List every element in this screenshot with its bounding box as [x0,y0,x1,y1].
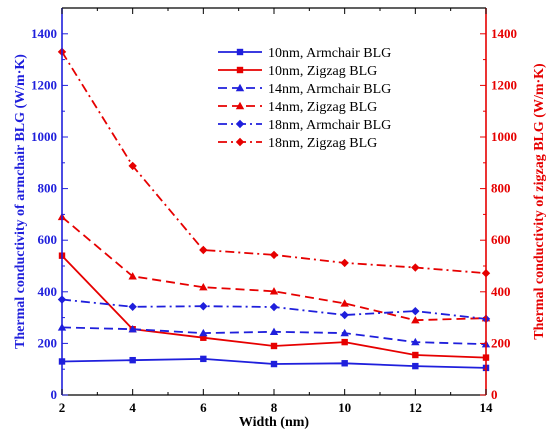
series-layer [57,47,491,372]
data-point [269,327,279,335]
right-y-tick-label: 1200 [491,77,517,92]
data-point [341,338,348,346]
x-tick-label: 14 [480,400,494,415]
left-y-tick-label: 800 [38,181,58,196]
legend-label: 10nm, Armchair BLG [268,46,391,61]
x-tick-label: 8 [271,400,278,415]
legend-label: 14nm, Armchair BLG [268,82,391,97]
data-point [340,328,349,337]
data-point [340,258,349,268]
right-y-tick-label: 1400 [491,26,517,41]
data-point [341,360,348,367]
data-point [199,302,208,311]
legend-entry-2: 10nm, Zigzag BLG [218,64,377,79]
x-tick-label: 2 [59,400,66,415]
data-point [235,119,245,129]
legend-entry-6: 18nm, Zigzag BLG [218,136,377,151]
right-y-tick-label: 600 [491,232,511,247]
series-6 [57,47,491,278]
data-point [412,351,419,359]
legend-entry-5: 18nm, Armchair BLG [218,118,391,133]
left-y-axis-title: Thermal conductivity of armchair BLG (W/… [13,54,28,349]
legend-entry-1: 10nm, Armchair BLG [218,46,391,61]
right-y-tick-label: 800 [491,181,511,196]
data-point [269,302,279,312]
right-y-tick-label: 400 [491,284,511,299]
left-y-tick-label: 600 [38,232,58,247]
legend-entry-4: 14nm, Zigzag BLG [218,100,377,115]
data-point [270,342,278,350]
data-point [235,101,245,110]
legend-entry-3: 14nm, Armchair BLG [218,82,391,97]
data-point [269,250,279,260]
legend-label: 10nm, Zigzag BLG [268,64,377,79]
right-y-tick-label: 200 [491,335,511,350]
right-y-tick-label: 1000 [491,129,517,144]
data-point [235,137,245,147]
data-point [411,306,420,316]
data-point [199,245,208,255]
data-point [236,66,244,74]
data-point [411,263,420,272]
data-point [129,356,136,364]
left-y-tick-label: 1000 [31,129,57,144]
x-tick-label: 6 [200,400,207,415]
data-point [128,161,137,171]
data-point [200,334,207,341]
data-point [236,48,244,56]
data-point [199,328,208,337]
data-point [128,272,137,280]
data-point [269,287,279,295]
data-point [235,83,245,92]
left-y-tick-label: 1200 [31,77,57,92]
data-point [340,299,349,307]
series-1 [58,355,490,372]
left-y-tick-label: 0 [51,387,58,402]
right-y-axis-title: Thermal conductivity of zigzag BLG (W/m·… [532,63,547,340]
data-point [200,355,207,363]
x-tick-label: 10 [338,400,351,415]
x-axis-title: Width (nm) [239,415,309,430]
left-y-tick-label: 1400 [31,26,57,41]
data-point [412,362,419,370]
data-point [411,337,420,346]
x-tick-label: 4 [129,400,136,415]
x-tick-label: 12 [409,400,422,415]
legend: 10nm, Armchair BLG 10nm, Zigzag BLG 14nm, … [218,46,391,151]
legend-label: 14nm, Zigzag BLG [268,100,377,115]
data-point [199,282,208,291]
right-y-tick-label: 0 [491,387,498,402]
data-point [340,310,349,320]
left-y-tick-label: 400 [38,284,58,299]
data-point [411,315,420,324]
legend-label: 18nm, Armchair BLG [268,118,391,133]
data-point [128,325,137,333]
legend-label: 18nm, Zigzag BLG [268,136,377,151]
left-y-tick-label: 200 [38,335,58,350]
data-point [270,360,278,368]
data-point [128,302,137,311]
